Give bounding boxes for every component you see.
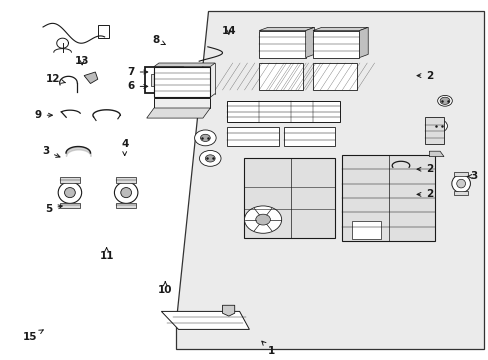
Text: 7: 7: [127, 67, 147, 77]
Ellipse shape: [114, 182, 138, 203]
Polygon shape: [312, 27, 367, 31]
Text: 2: 2: [416, 71, 432, 81]
Text: 2: 2: [416, 164, 432, 174]
Circle shape: [199, 150, 221, 166]
Bar: [312, 63, 356, 90]
Text: 12: 12: [45, 74, 65, 84]
Circle shape: [173, 81, 179, 86]
Polygon shape: [146, 108, 210, 118]
Bar: [312, 31, 359, 58]
Polygon shape: [176, 11, 483, 349]
Text: 6: 6: [127, 81, 147, 91]
Circle shape: [396, 189, 406, 196]
Bar: [154, 98, 210, 108]
Polygon shape: [161, 311, 249, 329]
Polygon shape: [305, 27, 314, 58]
Text: 4: 4: [121, 139, 128, 156]
Circle shape: [437, 95, 451, 106]
Circle shape: [166, 84, 175, 90]
Bar: [116, 177, 136, 183]
Bar: [283, 127, 334, 146]
Bar: [98, 25, 108, 38]
Bar: [60, 177, 80, 183]
Bar: [150, 74, 163, 86]
Circle shape: [255, 214, 270, 225]
Polygon shape: [154, 63, 215, 67]
Bar: [453, 191, 468, 195]
Text: 14: 14: [221, 26, 236, 36]
Bar: [342, 155, 434, 241]
Bar: [116, 203, 136, 208]
Circle shape: [166, 78, 175, 84]
Polygon shape: [84, 72, 98, 84]
Ellipse shape: [121, 188, 131, 198]
Circle shape: [205, 155, 215, 162]
Text: 3: 3: [467, 171, 477, 181]
Polygon shape: [259, 27, 314, 31]
Text: 8: 8: [152, 35, 165, 45]
Bar: [259, 31, 305, 58]
Circle shape: [429, 120, 447, 132]
Bar: [425, 117, 443, 144]
Ellipse shape: [456, 179, 465, 188]
Bar: [60, 203, 80, 208]
Bar: [244, 158, 334, 238]
Text: 15: 15: [23, 330, 43, 342]
Text: 9: 9: [35, 110, 52, 120]
Circle shape: [194, 130, 216, 146]
Bar: [259, 63, 303, 90]
Circle shape: [244, 206, 281, 233]
Text: 11: 11: [99, 247, 114, 261]
Ellipse shape: [58, 182, 81, 203]
Ellipse shape: [451, 175, 469, 193]
Text: 3: 3: [42, 146, 60, 157]
FancyBboxPatch shape: [145, 67, 183, 93]
Text: 1: 1: [262, 341, 274, 356]
Bar: [154, 67, 210, 97]
Text: 5: 5: [45, 204, 62, 214]
Bar: [351, 221, 381, 239]
Polygon shape: [222, 305, 234, 316]
Bar: [395, 181, 415, 189]
Polygon shape: [359, 27, 367, 58]
Circle shape: [439, 97, 449, 104]
Circle shape: [200, 134, 210, 141]
Ellipse shape: [64, 188, 75, 198]
Bar: [453, 172, 468, 176]
Text: 10: 10: [158, 282, 172, 295]
Bar: [227, 127, 278, 146]
Polygon shape: [428, 151, 443, 157]
Bar: [227, 101, 339, 122]
Circle shape: [433, 122, 443, 130]
Text: 13: 13: [75, 56, 89, 66]
Text: 2: 2: [416, 189, 432, 199]
